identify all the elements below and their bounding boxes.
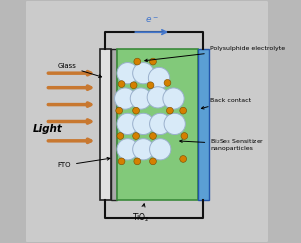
Text: FTO: FTO — [57, 157, 110, 168]
Circle shape — [164, 113, 185, 135]
Text: $e^-$: $e^-$ — [145, 15, 159, 25]
Circle shape — [134, 158, 141, 165]
Circle shape — [117, 139, 138, 160]
Circle shape — [148, 67, 170, 89]
Circle shape — [133, 133, 139, 139]
Bar — [198, 49, 209, 200]
Circle shape — [150, 113, 171, 135]
Circle shape — [118, 81, 125, 87]
Text: Glass: Glass — [57, 63, 101, 78]
Circle shape — [115, 88, 136, 109]
Circle shape — [180, 107, 187, 114]
Circle shape — [130, 88, 151, 109]
Bar — [117, 49, 198, 200]
Bar — [100, 49, 111, 200]
Circle shape — [163, 88, 184, 109]
Circle shape — [150, 139, 171, 160]
Text: Back contact: Back contact — [201, 98, 251, 109]
Text: Polysulphide electrolyte: Polysulphide electrolyte — [145, 46, 285, 62]
Circle shape — [118, 158, 125, 165]
Circle shape — [117, 113, 138, 135]
Circle shape — [147, 82, 154, 89]
Circle shape — [117, 62, 138, 84]
Circle shape — [117, 133, 124, 139]
Circle shape — [133, 139, 154, 160]
Circle shape — [180, 156, 187, 162]
Text: Bi$_2$Se$_3$ Sensitizer
nanoparticles: Bi$_2$Se$_3$ Sensitizer nanoparticles — [180, 137, 265, 151]
Circle shape — [150, 58, 156, 65]
FancyBboxPatch shape — [21, 0, 273, 243]
Bar — [111, 49, 117, 200]
Circle shape — [134, 58, 141, 65]
Circle shape — [133, 113, 154, 135]
Text: TiO$_2$: TiO$_2$ — [132, 204, 150, 224]
Text: Light: Light — [33, 124, 63, 134]
Circle shape — [164, 79, 171, 86]
Circle shape — [147, 87, 169, 108]
Circle shape — [133, 62, 154, 84]
Circle shape — [150, 158, 156, 165]
Circle shape — [130, 82, 137, 89]
Circle shape — [150, 133, 156, 139]
Circle shape — [133, 107, 139, 114]
Circle shape — [116, 107, 123, 114]
Circle shape — [181, 133, 188, 139]
Circle shape — [166, 107, 173, 114]
